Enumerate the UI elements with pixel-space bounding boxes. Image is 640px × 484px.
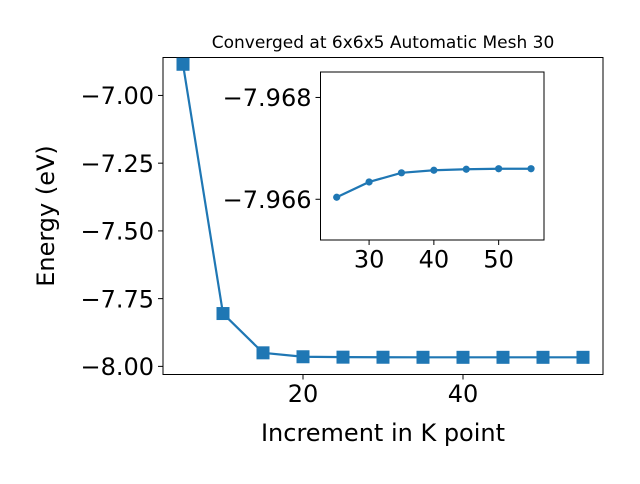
main-data-point: [536, 350, 550, 364]
y-axis-label: Energy (eV): [32, 145, 60, 287]
inset-y-axis: −7.968 −7.966: [223, 84, 321, 214]
inset-data-point: [495, 165, 503, 173]
main-series: [176, 57, 590, 364]
main-data-point: [216, 307, 230, 321]
main-y-tick-label: −7.00: [80, 82, 154, 110]
main-x-axis: 20 40: [288, 374, 479, 408]
inset-data-point: [333, 193, 341, 201]
main-data-point: [176, 57, 190, 71]
main-plot-frame: [162, 57, 604, 375]
main-x-tick-label: 40: [448, 380, 479, 408]
main-y-tick-label: −7.75: [80, 285, 154, 313]
inset-y-tick-label: −7.966: [223, 186, 312, 214]
main-data-point: [336, 350, 350, 364]
inset-data-point: [462, 165, 470, 173]
main-data-point: [376, 350, 390, 364]
inset-x-tick-label: 50: [483, 246, 514, 274]
inset-plot-frame: [320, 71, 545, 241]
inset-data-point: [527, 165, 535, 173]
main-data-point: [296, 350, 310, 364]
inset-data-point: [397, 169, 406, 177]
main-x-tick-label: 20: [288, 380, 319, 408]
inset-data-point: [430, 166, 438, 174]
main-data-point: [456, 350, 470, 364]
x-axis-label: Increment in K point: [261, 419, 505, 447]
main-data-point: [576, 350, 590, 364]
main-y-axis: −7.00 −7.25 −7.50 −7.75 −8.00: [80, 82, 163, 381]
inset-data-point: [365, 178, 373, 186]
main-data-point: [496, 350, 510, 364]
chart-title: Converged at 6x6x5 Automatic Mesh 30: [212, 33, 555, 53]
main-y-tick-label: −7.25: [80, 150, 154, 178]
main-data-point: [256, 346, 270, 360]
inset-x-axis: 30 40 50: [354, 240, 514, 274]
main-plot: Converged at 6x6x5 Automatic Mesh 30 −7.…: [32, 33, 604, 447]
main-y-tick-label: −8.00: [80, 353, 154, 381]
inset-x-tick-label: 40: [419, 246, 450, 274]
inset-series: [333, 165, 535, 201]
inset-y-tick-label: −7.968: [223, 84, 312, 112]
main-y-tick-label: −7.50: [80, 218, 154, 246]
inset-plot: −7.968 −7.966 30 40 50: [223, 71, 545, 274]
main-data-point: [416, 350, 430, 364]
inset-x-tick-label: 30: [354, 246, 385, 274]
